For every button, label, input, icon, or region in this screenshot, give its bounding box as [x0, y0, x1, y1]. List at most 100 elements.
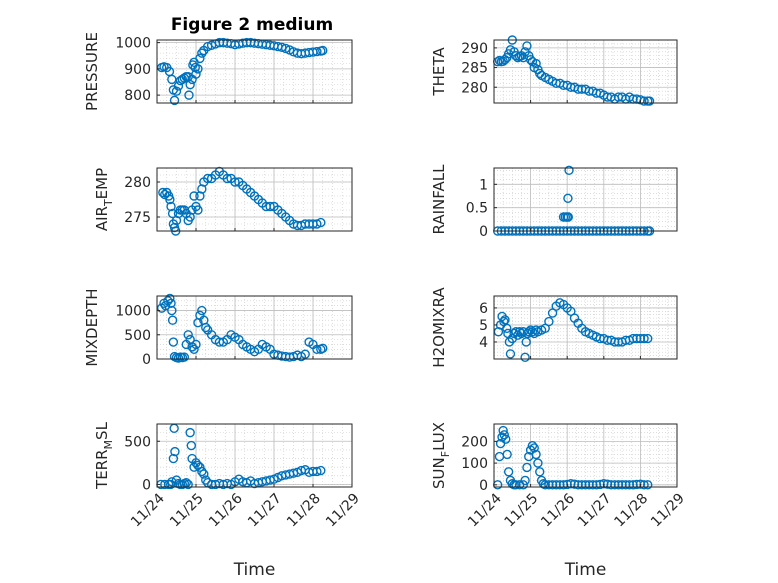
data-point [170, 446, 180, 457]
data-point [179, 352, 190, 362]
y-tick-label: 280 [461, 80, 488, 96]
axes-box [493, 295, 678, 360]
subplot-3: 0 0.5 1 RAINFALL [430, 164, 678, 240]
y-tick-label: 500 [124, 328, 151, 344]
data-point [316, 217, 326, 228]
data-point [563, 212, 573, 222]
y-axis-label-main: AIR [93, 206, 111, 231]
data-point [498, 425, 508, 436]
y-axis-label-subscript: T [102, 199, 115, 207]
axes-box [493, 167, 678, 232]
y-axis-label: RAINFALL [430, 164, 448, 235]
y-tick-label: 800 [124, 88, 151, 104]
data-point [312, 46, 322, 57]
data-point [168, 337, 179, 347]
y-axis-label: H2OMIXRA [430, 287, 448, 368]
y-axis-label-subscript: F [439, 451, 452, 457]
data-point [167, 477, 177, 487]
data-point [171, 86, 182, 96]
data-series [492, 425, 653, 490]
axes-box [493, 423, 678, 488]
data-point [639, 333, 649, 344]
data-point [521, 337, 531, 347]
data-point [193, 64, 203, 74]
y-axis-label: MIXDEPTH [83, 288, 101, 366]
y-tick-label: 100 [461, 456, 488, 472]
y-axis-label: THETA [430, 47, 448, 97]
data-point [183, 479, 193, 490]
data-point [316, 465, 326, 476]
y-axis-label-rest: EMP [93, 168, 111, 199]
y-axis-label-main: PRESSURE [83, 32, 101, 111]
y-tick-label: 0 [479, 224, 488, 240]
data-series [156, 423, 326, 490]
data-point [522, 462, 532, 473]
data-point [538, 479, 549, 489]
data-point [502, 449, 512, 460]
data-point [531, 325, 541, 335]
data-point [185, 427, 195, 438]
data-point [160, 300, 171, 311]
y-axis-label: TERRMSL [93, 421, 115, 490]
data-series [492, 35, 655, 106]
x-axis-label: Time [233, 560, 276, 580]
data-point [230, 177, 240, 187]
subplot-2: 275 280 AIRTEMP [93, 166, 353, 236]
data-point [318, 343, 328, 354]
data-point [191, 69, 201, 79]
data-point [520, 352, 530, 362]
data-series [158, 166, 326, 236]
data-point [165, 194, 175, 205]
data-point [533, 458, 543, 468]
data-point [520, 475, 530, 486]
y-axis-label: SUNFLUX [430, 422, 452, 489]
y-axis-label-subscript: M [102, 440, 115, 450]
data-point [169, 95, 180, 106]
data-point [184, 90, 194, 100]
data-point [183, 330, 193, 340]
data-point [643, 333, 653, 344]
data-point [544, 316, 554, 327]
data-point [502, 323, 512, 334]
data-series [493, 298, 653, 362]
subplot-1: 280 285 290 THETA [430, 35, 678, 106]
y-axis-label-rest: LUX [430, 422, 448, 451]
data-point [300, 349, 310, 359]
data-point [529, 443, 539, 453]
subplot-4: 0 500 1000 MIXDEPTH [83, 288, 353, 368]
y-axis-label-main: TERR [93, 449, 111, 490]
data-point [185, 79, 195, 90]
y-tick-label: 1000 [115, 36, 151, 52]
data-point [643, 480, 653, 490]
data-point [531, 449, 541, 460]
y-tick-label: 1000 [115, 304, 151, 320]
axes-box [493, 39, 678, 104]
data-point [522, 41, 532, 51]
y-axis-label-main: MIXDEPTH [83, 288, 101, 366]
data-point [563, 193, 573, 204]
data-point [527, 441, 538, 451]
data-point [197, 48, 207, 58]
y-tick-label: 280 [124, 175, 151, 191]
data-point [644, 96, 655, 106]
y-tick-label: 0.5 [466, 201, 488, 217]
data-point [501, 434, 511, 444]
data-point [500, 315, 510, 325]
y-axis-label-main: THETA [430, 47, 448, 97]
data-point [531, 58, 541, 69]
data-point [564, 165, 574, 176]
data-point [499, 430, 509, 440]
data-point [201, 322, 211, 333]
data-point [202, 173, 213, 184]
data-point [318, 45, 328, 56]
axes-box [156, 167, 353, 232]
data-point [165, 293, 175, 304]
data-point [265, 201, 275, 212]
y-tick-label: 285 [461, 61, 488, 77]
data-point [195, 53, 205, 64]
y-axis-label: AIRTEMP [93, 168, 115, 231]
data-series [156, 37, 328, 106]
data-point [312, 466, 322, 477]
data-point [197, 466, 207, 477]
